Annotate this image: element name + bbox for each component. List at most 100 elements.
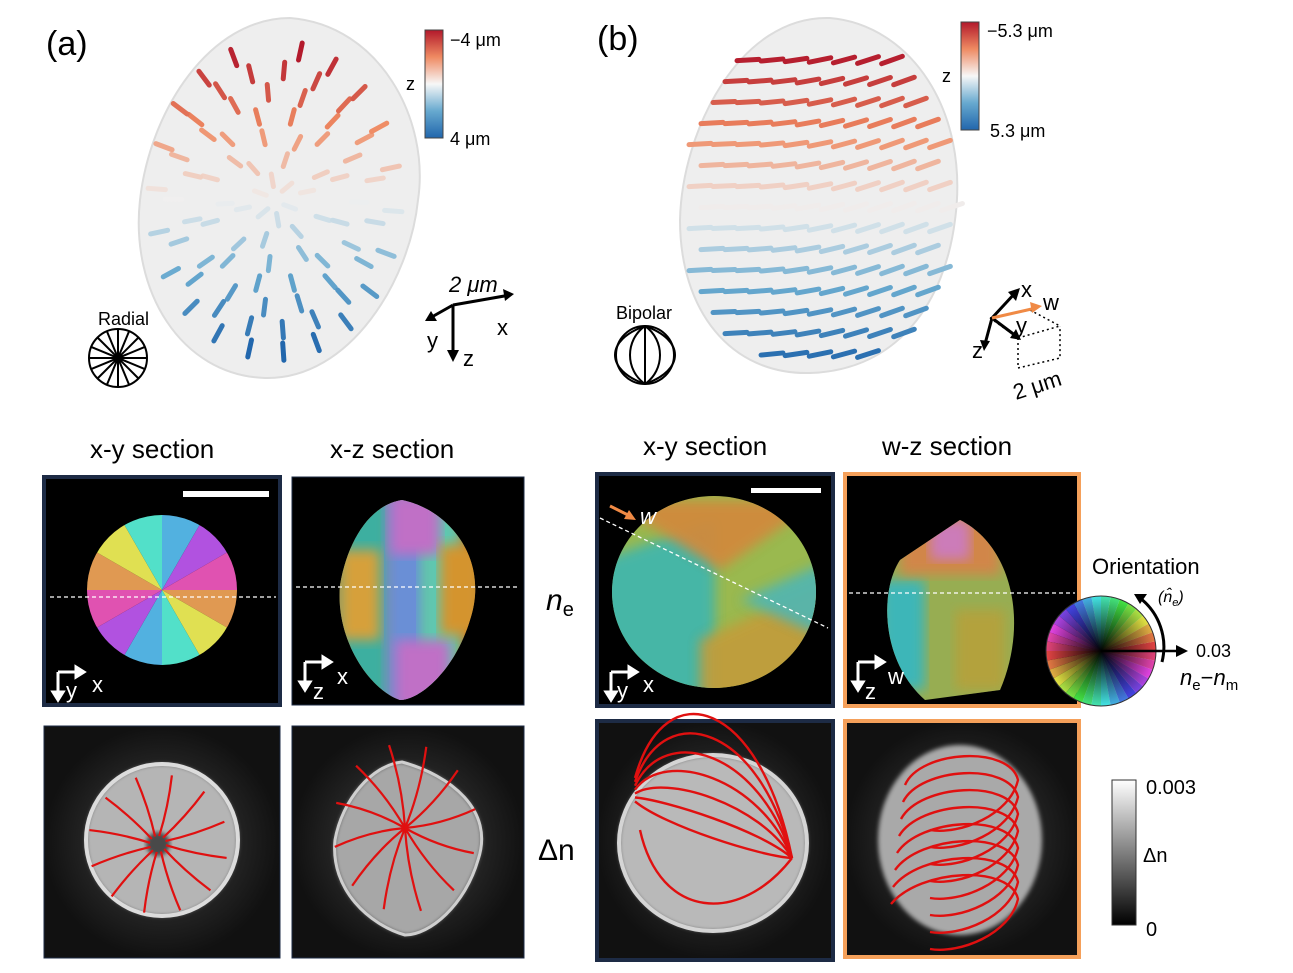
rod-b: [758, 266, 786, 274]
rod-a: [259, 128, 268, 148]
image-a-xz-ne: [291, 476, 525, 706]
rod-b: [806, 223, 834, 233]
axis-a-z: z: [463, 346, 474, 371]
rod-b: [806, 349, 834, 359]
rod-b: [734, 182, 762, 190]
rod-b: [746, 329, 774, 337]
rod-a: [185, 271, 204, 287]
rod-b: [818, 285, 846, 297]
rod-b: [903, 221, 929, 235]
rod-b: [794, 160, 822, 170]
rod-a: [251, 188, 269, 198]
rod-b: [746, 119, 774, 127]
bipolar-icon: [614, 325, 676, 385]
rod-b: [734, 140, 762, 148]
rod-a: [350, 84, 368, 102]
rod-b: [734, 98, 762, 106]
rod-a: [338, 312, 354, 332]
rod-b: [891, 200, 917, 214]
rod-b: [891, 284, 917, 298]
rod-b: [915, 116, 941, 130]
rod-a: [287, 107, 297, 127]
colorbar-b-bottom: 5.3 μm: [990, 121, 1045, 141]
axis-b-x: x: [1021, 277, 1032, 302]
rod-b: [698, 287, 726, 295]
gray-cb-label: Δn: [1143, 845, 1167, 867]
rod-b: [903, 305, 929, 319]
rod-b: [686, 224, 714, 232]
rod-b: [758, 56, 786, 64]
rod-b: [782, 349, 810, 359]
rod-a: [246, 63, 256, 85]
rod-a: [274, 210, 282, 229]
rod-b: [855, 306, 881, 318]
rod-a: [230, 236, 247, 252]
title-a-xz: x-z section: [330, 434, 454, 464]
rod-b: [806, 181, 834, 191]
rod-b: [710, 98, 738, 106]
rod-b: [770, 203, 798, 211]
image-a-xy-dn: [43, 725, 281, 959]
rod-b: [915, 158, 941, 172]
rod-a: [279, 318, 286, 341]
rod-b: [722, 119, 750, 127]
rod-b: [722, 287, 750, 295]
rod-b: [842, 243, 870, 255]
rod-a: [296, 40, 305, 63]
scale-a: 2 μm: [448, 272, 498, 297]
rod-a: [281, 202, 299, 212]
axis-a-y: y: [427, 328, 438, 353]
rod-a: [153, 141, 175, 153]
gray-cb-min: 0: [1146, 919, 1157, 941]
rod-b: [722, 245, 750, 253]
colorbar-a: [424, 29, 444, 139]
rod-b: [770, 161, 798, 169]
rod-a: [382, 207, 405, 215]
rod-b: [782, 181, 810, 191]
rod-b: [879, 263, 905, 277]
title-a-xy: x-y section: [90, 434, 214, 464]
colorbar-a-bottom: 4 μm: [450, 129, 490, 149]
rod-b: [915, 284, 941, 298]
rod-b: [879, 305, 905, 319]
rod-a: [224, 283, 239, 302]
rod-a: [211, 323, 225, 344]
rod-a: [181, 216, 203, 225]
rod-b: [794, 202, 822, 212]
rod-b: [794, 244, 822, 254]
image-b-xy-dn: [595, 712, 835, 962]
rod-a: [324, 112, 341, 130]
rod-a: [233, 204, 253, 213]
rod-a: [335, 287, 352, 305]
rod-b: [686, 266, 714, 274]
rod-a: [168, 151, 190, 163]
rod-b: [927, 263, 953, 277]
rod-b: [734, 308, 762, 316]
rod-a: [297, 88, 308, 108]
rod-a: [291, 133, 304, 152]
rod-b: [818, 75, 846, 87]
title-b-xy: x-y section: [643, 431, 767, 461]
image-b-wz-dn: [843, 719, 1081, 959]
rod-b: [867, 74, 893, 88]
rod-a: [253, 107, 263, 127]
rod-b: [782, 97, 810, 107]
rod-b: [722, 161, 750, 169]
rod-b: [867, 200, 893, 214]
rod-b: [830, 96, 858, 108]
axis-bxy-h: x: [643, 672, 654, 697]
rod-a: [287, 273, 297, 293]
rod-a: [297, 187, 317, 196]
rod-b: [830, 222, 858, 234]
rod-a: [186, 111, 205, 128]
rod-b: [758, 224, 786, 232]
droplet-a-outline: [137, 16, 421, 380]
axis-a-x: x: [497, 315, 508, 340]
rod-b: [794, 328, 822, 338]
rod-a: [279, 180, 295, 194]
rod-a: [196, 68, 212, 88]
rod-a: [330, 173, 350, 183]
rod-a: [354, 132, 375, 146]
rod-a: [280, 59, 288, 82]
rod-b: [758, 140, 786, 148]
